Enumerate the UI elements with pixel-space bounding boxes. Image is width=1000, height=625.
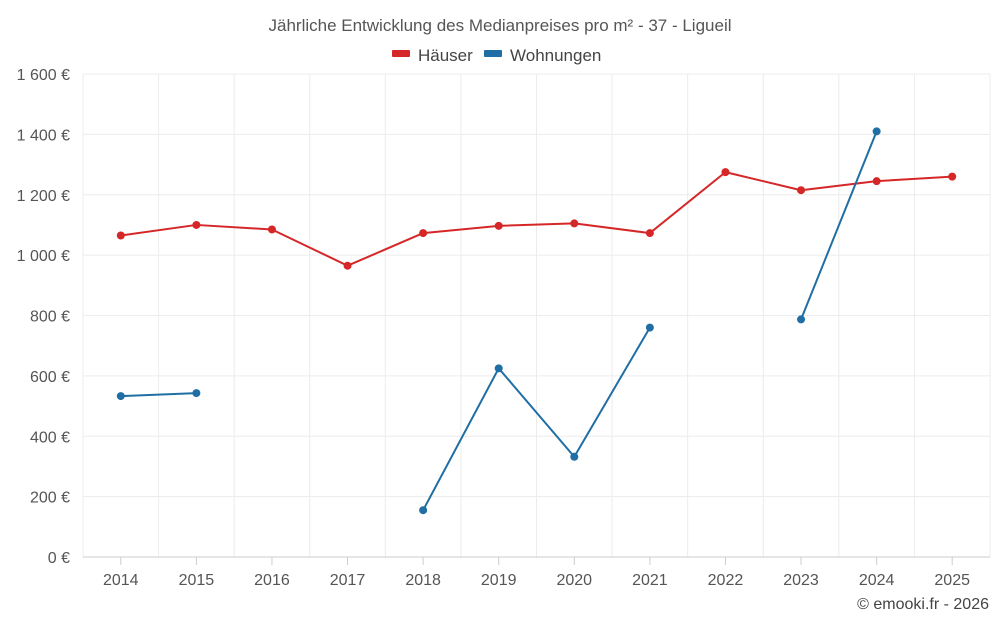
x-tick-label: 2023: [783, 572, 819, 589]
y-tick-label: 1 600 €: [17, 67, 70, 84]
series-line-wohnungen: [120, 392, 197, 398]
data-point-haeuser: [192, 220, 201, 229]
chart-title: Jährliche Entwicklung des Medianpreises …: [269, 16, 732, 35]
x-tick-label: 2014: [103, 572, 139, 589]
data-point-haeuser: [797, 186, 806, 195]
x-tick-label: 2016: [254, 572, 290, 589]
data-point-haeuser: [116, 231, 125, 240]
y-tick-label: 800 €: [30, 309, 70, 326]
data-point-wohnungen: [797, 315, 806, 324]
y-tick-label: 1 200 €: [17, 188, 70, 205]
legend-item-haeuser[interactable]: Häuser: [392, 46, 473, 65]
y-tick-label: 200 €: [30, 490, 70, 507]
legend-label-haeuser: Häuser: [418, 46, 473, 65]
plot-area: [116, 127, 957, 515]
series-line-wohnungen: [422, 327, 651, 511]
y-tick-label: 1 000 €: [17, 248, 70, 265]
legend-swatch-wohnungen: [484, 50, 502, 57]
data-point-haeuser: [645, 229, 654, 238]
x-tick-label: 2015: [179, 572, 215, 589]
data-point-wohnungen: [494, 364, 503, 373]
y-axis: 0 € 200 € 400 € 600 € 800 € 1 000 € 1 200 € 1 4…: [17, 67, 70, 567]
data-point-wohnungen: [419, 506, 428, 515]
data-point-haeuser: [494, 221, 503, 230]
legend-item-wohnungen[interactable]: Wohnungen: [484, 46, 601, 65]
y-tick-label: 600 €: [30, 369, 70, 386]
data-point-wohnungen: [192, 389, 201, 398]
data-point-wohnungen: [570, 452, 579, 461]
x-tick-label: 2024: [859, 572, 895, 589]
x-tick-label: 2019: [481, 572, 517, 589]
x-tick-label: 2017: [330, 572, 366, 589]
data-point-haeuser: [267, 225, 276, 234]
legend-swatch-haeuser: [392, 50, 410, 57]
x-tick-label: 2021: [632, 572, 668, 589]
data-point-haeuser: [419, 229, 428, 238]
data-point-wohnungen: [645, 323, 654, 332]
y-tick-label: 1 400 €: [17, 127, 70, 144]
x-tick-label: 2018: [405, 572, 441, 589]
data-point-haeuser: [570, 219, 579, 228]
x-tick-label: 2025: [934, 572, 970, 589]
legend-label-wohnungen: Wohnungen: [510, 46, 601, 65]
y-tick-label: 0 €: [48, 550, 70, 567]
data-point-haeuser: [948, 172, 957, 181]
data-point-haeuser: [343, 261, 352, 270]
y-tick-label: 400 €: [30, 429, 70, 446]
grid: [82, 73, 991, 557]
x-axis: 2014 2015 2016 2017 2018 2019 2020 2021 2022 2023…: [83, 556, 990, 589]
data-point-wohnungen: [116, 392, 125, 401]
data-point-haeuser: [721, 168, 730, 177]
series-line-wohnungen: [800, 130, 878, 320]
credit-text: © emooki.fr - 2026: [857, 596, 989, 613]
x-tick-label: 2020: [556, 572, 592, 589]
data-point-wohnungen: [872, 127, 881, 136]
legend: Häuser Wohnungen: [392, 46, 601, 65]
x-tick-label: 2022: [708, 572, 744, 589]
data-point-haeuser: [872, 177, 881, 186]
series-line-haeuser: [120, 171, 953, 267]
